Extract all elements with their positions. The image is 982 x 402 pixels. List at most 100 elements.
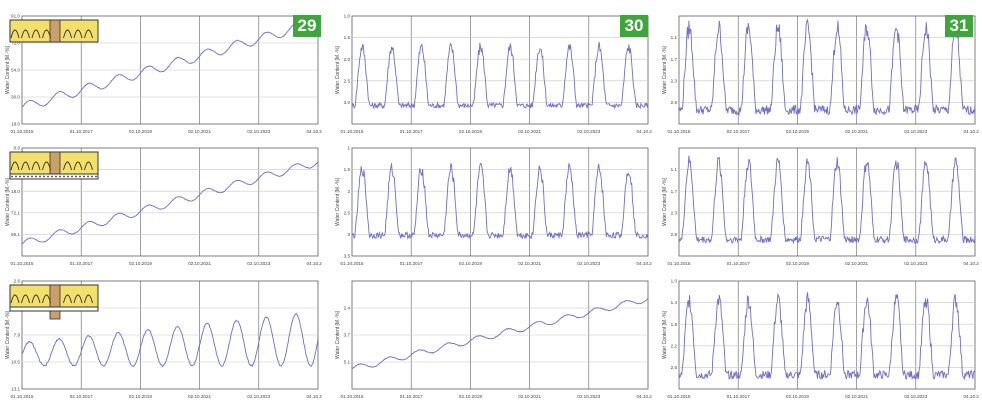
- y-tick-label: 10.5: [11, 360, 20, 365]
- y-tick-label: 2.0: [344, 57, 351, 62]
- x-tick-label: 02.10.2019: [786, 129, 809, 134]
- chart-svg-r2c2: 01.10.2015 01.10.2017 02.10.2019 02.10.2021…: [335, 146, 652, 266]
- series-line-water-content: [678, 18, 976, 117]
- x-tick-label: 01.10.2015: [11, 394, 34, 399]
- y-axis-label: Water Content [M.-%]: [5, 45, 11, 93]
- x-tick-label: 02.10.2017: [727, 129, 750, 134]
- chart-svg-r3c1: 01.10.2015 02.10.2017 02.10.2019 02.10.2021…: [5, 279, 322, 399]
- y-tick-label: 5.1: [344, 360, 351, 365]
- x-tick-label: 02.10.2021: [188, 129, 211, 134]
- y-tick-label: 1.5: [344, 167, 351, 172]
- x-tick-label: 02.10.2023: [904, 261, 927, 266]
- x-tick-label: 01.10.2017: [70, 129, 93, 134]
- chart-panel-r3c3: 01.10.2015 01.10.2017 02.10.2019 02.10.2021…: [657, 275, 979, 401]
- chart-panel-r2c3: 01.10.2015 01.10.2017 02.10.2019 02.10.2021…: [657, 142, 979, 268]
- chart-svg-r2c1: 01.10.2015 01.10.2017 02.10.2019 02.10.2021…: [5, 146, 322, 266]
- chart-svg-r1c3: 01.10.2015 02.10.2017 02.10.2019 02.10.2021…: [662, 15, 979, 134]
- y-tick-label: 1.0: [671, 279, 678, 284]
- x-tick-label: 04.10.2025: [637, 394, 653, 399]
- chart-svg-r2c3: 01.10.2015 01.10.2017 02.10.2019 02.10.2021…: [662, 147, 980, 266]
- series-line-water-content: [351, 162, 649, 240]
- chart-panel-r1c1: 01.10.2015 01.10.2017 02.10.2019 02.10.2021…: [0, 10, 322, 136]
- y-tick-label: 1.7: [671, 189, 678, 194]
- y-tick-label: 2.8: [671, 232, 678, 237]
- series-line-water-content: [678, 292, 976, 381]
- y-tick-label: 7.9: [14, 333, 21, 338]
- chart-svg-r1c1: 01.10.2015 01.10.2017 02.10.2019 02.10.2021…: [5, 14, 322, 134]
- y-tick-label: 3.0: [344, 100, 351, 105]
- series-line-water-content: [21, 161, 319, 245]
- y-tick-label: 1.1: [671, 35, 678, 40]
- x-tick-label: 02.10.2023: [904, 129, 927, 134]
- series-line-water-content: [351, 42, 649, 110]
- chart-panel-r1c3: 01.10.2015 02.10.2017 02.10.2019 02.10.2021…: [657, 10, 979, 136]
- y-tick-label: 1: [347, 146, 350, 151]
- y-tick-label: 13.1: [11, 387, 20, 392]
- x-tick-label: 02.10.2019: [129, 394, 152, 399]
- x-tick-label: 02.10.2021: [845, 129, 868, 134]
- roof-insulated-rafter-icon: [9, 19, 99, 43]
- x-tick-label: 01.10.2017: [400, 129, 423, 134]
- y-tick-label: 2.5: [344, 210, 351, 215]
- y-tick-label: 2.2: [671, 343, 678, 348]
- y-tick-label: 1.4: [671, 300, 678, 305]
- figure-number-badge-31: 31: [945, 15, 973, 37]
- y-tick-label: 2: [347, 189, 350, 194]
- chart-svg-r3c2: 01.10.2015 01.10.2017 02.10.2019 02.10.2021…: [335, 280, 653, 399]
- x-tick-label: 02.10.2021: [188, 261, 211, 266]
- y-tick-label: 91.0: [11, 14, 20, 19]
- y-tick-label: 2.6: [671, 365, 678, 370]
- x-tick-label: 02.10.2023: [577, 261, 600, 266]
- y-axis-label: Water Content [M.-%]: [662, 45, 668, 93]
- plot-frame: [351, 15, 649, 125]
- roof-insulated-rafter-open-icon: [9, 284, 99, 320]
- x-tick-label: 02.10.2023: [577, 129, 600, 134]
- series-line-water-content: [21, 21, 319, 108]
- x-tick-label: 01.10.2015: [668, 394, 691, 399]
- y-tick-label: 54.0: [11, 68, 20, 73]
- x-tick-label: 02.10.2023: [577, 394, 600, 399]
- x-tick-label: 01.10.2015: [11, 261, 34, 266]
- y-tick-label: 2.5: [344, 78, 351, 83]
- x-tick-label: 02.10.2017: [70, 394, 93, 399]
- y-axis-label: Water Content [M.-%]: [335, 177, 341, 225]
- y-tick-label: 72.0: [11, 41, 20, 46]
- series-line-water-content: [678, 155, 976, 245]
- x-tick-label: 01.10.2017: [727, 394, 750, 399]
- x-tick-label: 01.10.2017: [400, 261, 423, 266]
- y-tick-label: 1.8: [671, 322, 678, 327]
- y-tick-label: 3.5: [344, 254, 351, 259]
- y-tick-label: 2.3: [671, 78, 678, 83]
- x-tick-label: 02.10.2023: [904, 394, 927, 399]
- chart-svg-r3c3: 01.10.2015 01.10.2017 02.10.2019 02.10.2021…: [662, 279, 979, 399]
- x-tick-label: 02.10.2023: [247, 129, 270, 134]
- y-axis-label: Water Content [M.-%]: [5, 310, 11, 358]
- x-tick-label: 04.10.2025: [964, 261, 980, 266]
- x-tick-label: 02.10.2021: [518, 394, 541, 399]
- y-axis-label: Water Content [M.-%]: [662, 310, 668, 358]
- y-tick-label: 30.0: [11, 95, 20, 100]
- x-tick-label: 02.10.2023: [247, 261, 270, 266]
- y-tick-label: 2.4: [344, 306, 351, 311]
- x-tick-label: 01.10.2015: [668, 261, 691, 266]
- roof-insulated-rafter-membrane-icon: [9, 151, 99, 180]
- chart-panel-r3c2: 01.10.2015 01.10.2017 02.10.2019 02.10.2021…: [330, 275, 652, 401]
- x-tick-label: 02.10.2019: [459, 261, 482, 266]
- x-tick-label: 01.10.2015: [341, 129, 364, 134]
- chart-panel-r2c1: 01.10.2015 01.10.2017 02.10.2019 02.10.2021…: [0, 142, 322, 268]
- y-tick-label: 1.0: [344, 14, 351, 19]
- y-tick-label: 2.6: [671, 100, 678, 105]
- x-tick-label: 02.10.2019: [459, 394, 482, 399]
- y-tick-label: 1.1: [671, 167, 678, 172]
- x-tick-label: 02.10.2019: [459, 129, 482, 134]
- chart-panel-r3c1: 01.10.2015 02.10.2017 02.10.2019 02.10.2021…: [0, 275, 322, 401]
- chart-svg-r1c2: 01.10.2015 01.10.2017 02.10.2019 02.10.2021…: [335, 14, 652, 134]
- x-tick-label: 02.10.2019: [129, 129, 152, 134]
- x-tick-label: 02.10.2019: [786, 261, 809, 266]
- y-axis-label: Water Content [M.-%]: [5, 177, 11, 225]
- y-tick-label: 1.7: [671, 57, 678, 62]
- figure-number-badge-30: 30: [620, 15, 648, 37]
- y-axis-label: Water Content [M.-%]: [335, 45, 341, 93]
- x-tick-label: 01.10.2015: [341, 394, 364, 399]
- figure-number-badge-29: 29: [293, 15, 321, 37]
